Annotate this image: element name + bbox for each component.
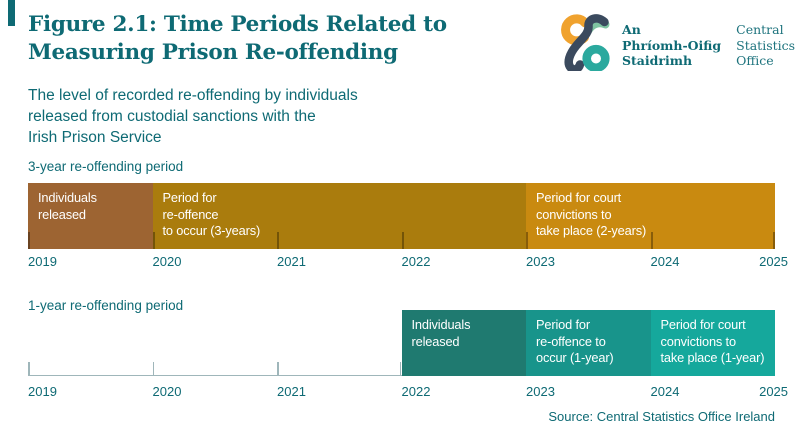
- segment-label-line: convictions to: [536, 206, 612, 222]
- title-line-1: Figure 2.1: Time Periods Related to: [28, 12, 447, 37]
- logo-english-text: Central Statistics Office: [736, 22, 796, 68]
- year-label: 2021: [277, 254, 306, 269]
- year-label: 2019: [28, 254, 57, 269]
- year-label: 2024: [650, 384, 680, 399]
- logo-irish-text: An Phríomh-Oifig Staidrimh: [622, 22, 722, 68]
- axis-labels-1year: 2019 2020 2021 2022 2023 2024 2025: [28, 384, 788, 400]
- segment-label-line: take place (2-years): [536, 223, 647, 238]
- axis-labels-3year: 2019 2020 2021 2022 2023 2024 2025: [28, 254, 788, 270]
- timeline-segment: Individuals released: [28, 183, 153, 249]
- year-tick: [28, 232, 30, 249]
- year-label: 2020: [152, 384, 182, 399]
- row-label-3year: 3-year re-offending period: [28, 159, 184, 174]
- year-label: 2025: [759, 384, 789, 399]
- segment-label-line: released: [38, 206, 86, 222]
- segment-label-line: Period for: [162, 190, 217, 205]
- year-tick: [526, 232, 528, 249]
- logo-teal-ring: [582, 44, 610, 71]
- year-label: 2023: [526, 384, 555, 399]
- year-label: 2023: [526, 254, 555, 269]
- year-tick: [277, 362, 279, 376]
- year-label: 2022: [401, 254, 431, 269]
- timeline-track-1year: Individuals released Period for re-offence …: [28, 310, 775, 376]
- year-label: 2021: [277, 384, 306, 399]
- year-tick: [152, 362, 154, 376]
- accent-bar: [8, 0, 15, 26]
- year-tick: [773, 232, 775, 249]
- cso-logo: An Phríomh-Oifig Staidrimh Central Stati…: [561, 13, 795, 71]
- segment-label-line: Period for: [536, 317, 590, 332]
- year-tick: [401, 232, 404, 249]
- segment-label-line: Period for court: [536, 190, 622, 205]
- title-line-2: Measuring Prison Re-offending: [28, 39, 398, 65]
- segment-label-line: take place (1-year): [660, 350, 765, 365]
- figure-title: Figure 2.1: Time Periods Related to Meas…: [28, 11, 447, 66]
- logo-navy-curve: [564, 14, 609, 71]
- year-tick: [277, 232, 279, 249]
- year-tick: [650, 232, 653, 249]
- segment-label-line: re-offence to: [536, 333, 606, 349]
- timeline-segment: Period for court convictions to take place…: [650, 310, 775, 376]
- segment-label-line: Individuals: [411, 317, 471, 332]
- segment-label-line: released: [411, 333, 460, 349]
- year-label: 2019: [28, 384, 57, 399]
- source-text: Source: Central Statistics Office Irelan…: [548, 409, 775, 424]
- row-label-1year: 1-year re-offending period: [28, 298, 184, 313]
- segment-label-line: convictions to: [660, 333, 737, 349]
- year-tick: [399, 362, 401, 376]
- segment-label-line: occur (1-year): [536, 350, 614, 365]
- subtitle-line-2: released from custodial sanctions with t…: [28, 108, 316, 125]
- segment-label-line: Individuals: [38, 190, 97, 205]
- subtitle-line-3: Irish Prison Service: [28, 129, 162, 146]
- year-label: 2024: [650, 254, 680, 269]
- year-tick: [152, 232, 155, 249]
- subtitle-line-1: The level of recorded re-offending by in…: [28, 87, 358, 104]
- timeline-segment: Individuals released: [401, 310, 526, 376]
- year-label: 2020: [152, 254, 182, 269]
- figure-subtitle: The level of recorded re-offending by in…: [28, 85, 358, 148]
- timeline-segment: Period for re-offence to occur (1-year): [526, 310, 651, 376]
- timeline-segment: Period for re-offence to occur (3-years): [152, 183, 526, 249]
- axis-baseline: [28, 374, 402, 376]
- cso-logo-icon: [561, 14, 610, 71]
- segment-label-line: Period for court: [660, 317, 746, 332]
- year-tick: [28, 362, 30, 376]
- segment-label-line: re-offence: [162, 206, 219, 222]
- year-label: 2022: [401, 384, 431, 399]
- timeline-track-3year: Individuals released Period for re-offence t…: [28, 183, 775, 249]
- timeline-segment: Period for court convictions to take place…: [526, 183, 775, 249]
- segment-label-line: to occur (3-years): [162, 223, 261, 238]
- year-label: 2025: [759, 254, 789, 269]
